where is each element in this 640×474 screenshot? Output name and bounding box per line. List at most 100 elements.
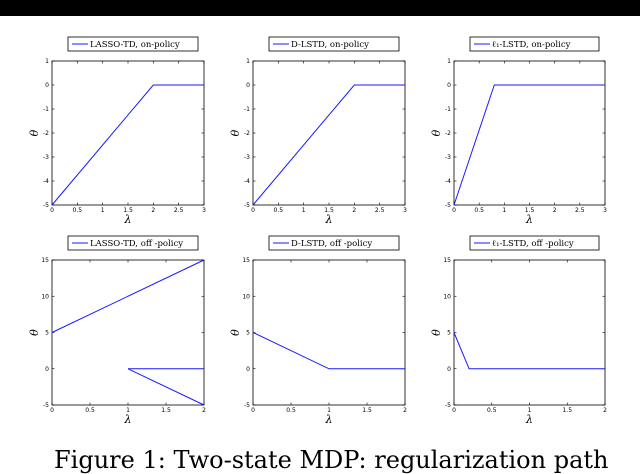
x-tick-label: 0 [452,407,456,414]
legend-box [268,235,400,251]
y-tick-label: -1 [244,106,250,113]
legend-label: D-LSTD, on-policy [291,40,369,50]
y-tick-label: 0 [45,366,49,373]
series-line-1 [51,259,205,333]
x-tick-label: 1 [302,207,306,214]
x-tick-label: 0.5 [487,407,497,414]
x-tick-label: 2.5 [575,207,585,214]
chart-panel-3: 0 0.5 1 1.5 2 2.5 3 -5 -4 -3 -2 -1 0 1 λ θ ℓ₁-LSTD, on-p… [430,36,607,226]
x-tick-label: 1 [126,407,130,414]
series-line-1 [252,332,405,370]
x-tick-label: 2 [352,207,356,214]
x-tick-label: 2 [553,207,557,214]
plot-frame [453,259,606,406]
x-tick-label: 3 [403,207,407,214]
y-tick-label: -5 [445,402,451,409]
series-line-1 [453,332,605,370]
x-tick-label: 2 [603,407,607,414]
y-tick-label: -2 [43,130,49,137]
x-tick-label: 1.5 [123,207,133,214]
y-tick-label: 5 [447,330,451,337]
x-tick-label: 0 [251,207,255,214]
x-tick-label: 0.5 [85,407,95,414]
y-tick-label: -1 [43,106,49,113]
legend-box [67,235,199,251]
y-tick-label: -2 [244,130,250,137]
x-tick-label: 3 [603,207,607,214]
x-tick-label: 1 [528,407,532,414]
x-tick-label: 1.5 [562,407,572,414]
x-axis-label: λ [325,413,333,426]
x-tick-label: 0 [452,207,456,214]
x-tick-label: 2 [403,407,407,414]
y-tick-label: 10 [41,293,49,300]
y-tick-label: 1 [246,58,250,65]
x-tick-label: 0 [50,407,54,414]
plot-frame [252,259,406,406]
legend-box [67,36,199,52]
legend-label: LASSO-TD, on-policy [90,40,180,50]
x-tick-label: 0.5 [274,207,284,214]
y-axis-label: θ [430,329,443,336]
chart-panel-2: 0 0.5 1 1.5 2 2.5 3 -5 -4 -3 -2 -1 0 1 λ θ D-LSTD, on-po… [229,36,407,226]
x-axis-label: λ [525,413,533,426]
y-axis-label: θ [430,129,443,136]
y-tick-label: -3 [445,154,451,161]
x-tick-label: 1.5 [362,407,372,414]
y-tick-label: 0 [246,82,250,89]
series-line-3 [127,368,205,406]
x-tick-label: 1.5 [525,207,535,214]
y-tick-label: -1 [445,106,451,113]
figure-caption: Figure 1: Two-state MDP: regularization … [54,446,609,474]
plot-frame [51,259,205,406]
y-tick-label: -3 [43,154,49,161]
y-tick-label: -4 [445,178,451,185]
legend-box [469,235,600,251]
y-tick-label: 0 [447,366,451,373]
y-tick-label: 0 [246,366,250,373]
x-tick-label: 2.5 [375,207,385,214]
y-tick-label: -3 [244,154,250,161]
x-tick-label: 2.5 [174,207,184,214]
y-tick-label: -5 [43,402,49,409]
y-tick-label: 0 [447,82,451,89]
x-axis-label: λ [525,213,533,226]
x-tick-label: 0.5 [286,407,296,414]
y-tick-label: 15 [443,257,451,264]
plot-frame [252,60,406,206]
x-axis-label: λ [325,213,333,226]
y-tick-label: 5 [45,330,49,337]
y-tick-label: 10 [242,293,250,300]
x-tick-label: 0 [50,207,54,214]
x-tick-label: 1.5 [161,407,171,414]
top-header-bar [0,0,640,16]
legend-label: D-LSTD, off -policy [291,239,372,249]
y-tick-label: -5 [43,202,49,209]
series-line-1 [252,84,405,206]
series-line-1 [51,84,204,206]
x-tick-label: 1 [502,207,506,214]
legend-label: ℓ₁-LSTD, off -policy [492,239,574,249]
x-tick-label: 1 [327,407,331,414]
y-tick-label: -4 [43,178,49,185]
legend-label: LASSO-TD, off -policy [90,239,183,249]
y-tick-label: -5 [445,202,451,209]
plot-frame [453,60,606,206]
y-tick-label: 1 [447,58,451,65]
y-tick-label: 1 [45,58,49,65]
x-tick-label: 1 [101,207,105,214]
chart-panel-1: 0 0.5 1 1.5 2 2.5 3 -5 -4 -3 -2 -1 0 1 λ θ LASSO-TD, on-… [28,36,206,226]
legend-box [268,36,400,52]
x-tick-label: 0.5 [474,207,484,214]
y-tick-label: 0 [45,82,49,89]
y-axis-label: θ [28,329,41,336]
legend-label: ℓ₁-LSTD, on-policy [492,40,571,50]
y-tick-label: 5 [246,330,250,337]
x-tick-label: 2 [151,207,155,214]
x-tick-label: 0 [251,407,255,414]
x-tick-label: 0.5 [73,207,83,214]
y-tick-label: 15 [41,257,49,264]
